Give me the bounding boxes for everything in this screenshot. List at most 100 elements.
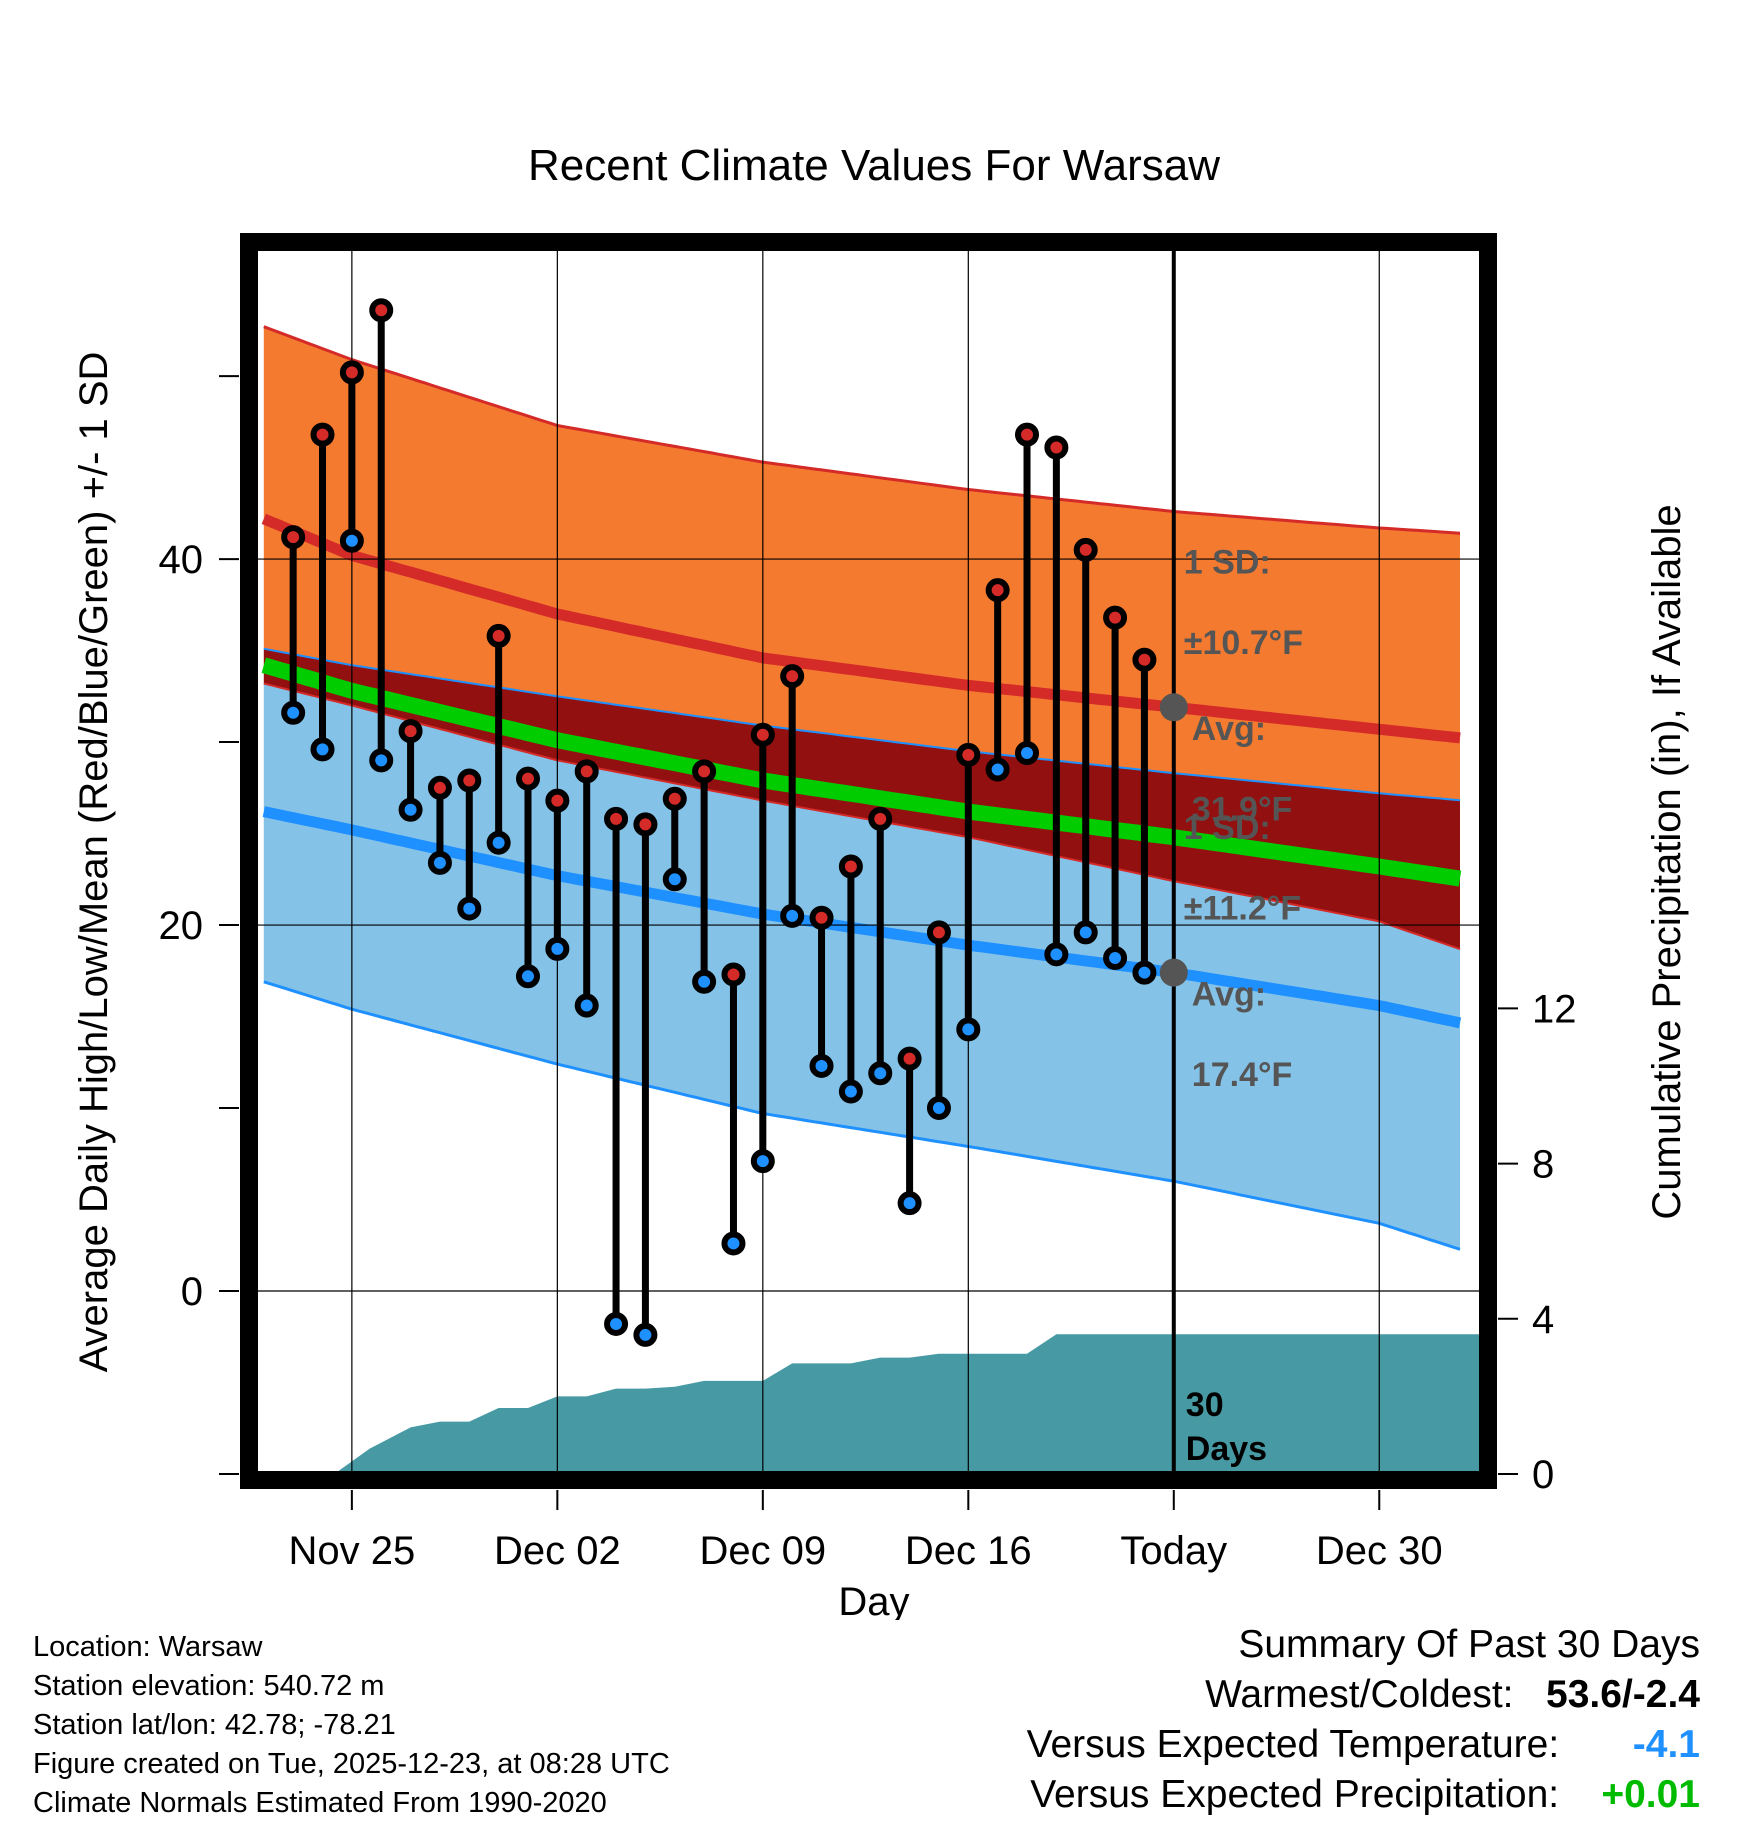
- summary-panel: Summary Of Past 30 Days Warmest/Coldest:…: [1027, 1620, 1700, 1820]
- daily-low-point: [985, 757, 1010, 782]
- elevation-text: Station elevation: 540.72 m: [33, 1670, 385, 1702]
- daily-high-point: [545, 788, 570, 813]
- daily-high-point: [1073, 537, 1098, 562]
- high-avg-value: 31.9°F: [1192, 791, 1293, 829]
- daily-high-point: [398, 719, 423, 744]
- x-tick-label: Today: [1120, 1529, 1227, 1573]
- high-normal-line: [261, 513, 1461, 744]
- created-text: Figure created on Tue, 2025-12-23, at 08…: [33, 1748, 670, 1780]
- x-tick-label: Dec 09: [699, 1529, 826, 1573]
- high-avg-marker: [1159, 693, 1188, 722]
- daily-low-point: [1073, 920, 1098, 945]
- chart-title: Recent Climate Values For Warsaw: [528, 141, 1220, 190]
- daily-low-point: [310, 737, 335, 762]
- days-count-label: 30: [1186, 1386, 1224, 1424]
- daily-low-point: [1015, 741, 1040, 766]
- daily-low-point: [780, 903, 805, 928]
- low-sd-upper-line: [263, 682, 1461, 951]
- daily-low-point: [1044, 942, 1069, 967]
- daily-high-point: [457, 768, 482, 793]
- precip-area: [255, 1334, 1482, 1474]
- daily-high-point: [956, 742, 981, 767]
- station-info: Location: Warsaw Station elevation: 540.…: [33, 1628, 670, 1823]
- daily-low-point: [868, 1061, 893, 1086]
- low-avg-marker: [1159, 958, 1188, 987]
- daily-low-point: [369, 748, 394, 773]
- daily-high-point: [310, 422, 335, 447]
- low-sd-label: 1 SD:: [1184, 809, 1271, 847]
- x-tick-label: Dec 16: [905, 1529, 1032, 1573]
- daily-high-point: [1044, 435, 1069, 460]
- x-tick-label: Nov 25: [288, 1529, 415, 1573]
- daily-low-point: [398, 797, 423, 822]
- temp-anomaly-label: Versus Expected Temperature:: [1026, 1723, 1560, 1766]
- y2-tick-label: 12: [1532, 987, 1577, 1031]
- high-avg-label: Avg:: [1192, 710, 1266, 748]
- daily-low-point: [662, 867, 687, 892]
- climate-chart: Recent Climate Values For Warsaw Nov 25 D…: [72, 141, 1689, 1620]
- daily-low-point: [515, 964, 540, 989]
- daily-high-point: [633, 812, 658, 837]
- x-axis-label: Day: [838, 1580, 909, 1620]
- daily-low-point: [926, 1096, 951, 1121]
- warm-cold-value: 53.6/-2.4: [1546, 1673, 1700, 1716]
- warm-cold-label: Warmest/Coldest:: [1205, 1673, 1514, 1716]
- daily-high-point: [486, 623, 511, 648]
- daily-low-point: [809, 1053, 834, 1078]
- high-sd-label: 1 SD:: [1184, 544, 1271, 582]
- plot-area: [255, 248, 1482, 1474]
- daily-high-point: [809, 905, 834, 930]
- daily-low-point: [604, 1311, 629, 1336]
- high-sd-band: [263, 326, 1460, 801]
- low-avg-value: 17.4°F: [1192, 1056, 1293, 1094]
- daily-high-point: [721, 962, 746, 987]
- high-sd-upper-line: [263, 325, 1461, 535]
- high-sd-value: ±10.7°F: [1184, 624, 1303, 662]
- daily-low-point: [956, 1017, 981, 1042]
- daily-low-point: [457, 896, 482, 921]
- warm-cold-row: Warmest/Coldest: 53.6/-2.4: [1027, 1670, 1700, 1720]
- y-tick-label: 40: [159, 538, 204, 582]
- y2-tick-label: 8: [1532, 1143, 1554, 1187]
- latlon-text: Station lat/lon: 42.78; -78.21: [33, 1709, 396, 1741]
- y2-axis-label: Cumulative Precipitation (in), If Availa…: [1645, 504, 1689, 1219]
- daily-low-point: [545, 936, 570, 961]
- y2-tick-label: 0: [1532, 1453, 1554, 1497]
- daily-low-point: [633, 1322, 658, 1347]
- temp-anomaly-value: -4.1: [1632, 1723, 1700, 1766]
- temp-anomaly-row: Versus Expected Temperature: -4.1: [1027, 1720, 1700, 1770]
- daily-high-point: [868, 806, 893, 831]
- daily-high-point: [692, 759, 717, 784]
- daily-low-point: [1103, 945, 1128, 970]
- daily-low-point: [692, 969, 717, 994]
- daily-low-point: [574, 993, 599, 1018]
- low-normal-line: [262, 806, 1462, 1029]
- daily-high-point: [1132, 647, 1157, 672]
- daily-low-point: [281, 700, 306, 725]
- daily-high-point: [897, 1046, 922, 1071]
- y2-tick-label: 4: [1532, 1298, 1554, 1342]
- x-tick-label: Dec 30: [1316, 1529, 1443, 1573]
- low-sd-band: [263, 683, 1460, 1250]
- daily-high-point: [604, 806, 629, 831]
- low-sd-lower-line: [263, 980, 1461, 1251]
- x-tick-label: Dec 02: [494, 1529, 621, 1573]
- y-tick-label: 0: [181, 1270, 203, 1314]
- y-axis-label: Average Daily High/Low/Mean (Red/Blue/Gr…: [72, 352, 116, 1373]
- daily-high-point: [926, 920, 951, 945]
- daily-high-point: [369, 298, 394, 323]
- daily-low-point: [838, 1079, 863, 1104]
- mean-normal-line: [261, 657, 1462, 887]
- daily-low-point: [339, 528, 364, 553]
- low-sd-value: ±11.2°F: [1184, 890, 1301, 928]
- y-tick-label: 20: [159, 904, 204, 948]
- daily-low-point: [750, 1149, 775, 1174]
- normals-text: Climate Normals Estimated From 1990-2020: [33, 1787, 607, 1819]
- daily-low-point: [427, 850, 452, 875]
- daily-low-point: [897, 1191, 922, 1216]
- precip-anomaly-row: Versus Expected Precipitation: +0.01: [1027, 1770, 1700, 1820]
- daily-high-point: [574, 759, 599, 784]
- daily-high-point: [515, 766, 540, 791]
- daily-low-point: [1132, 960, 1157, 985]
- high-sd-lower-line: [263, 647, 1461, 802]
